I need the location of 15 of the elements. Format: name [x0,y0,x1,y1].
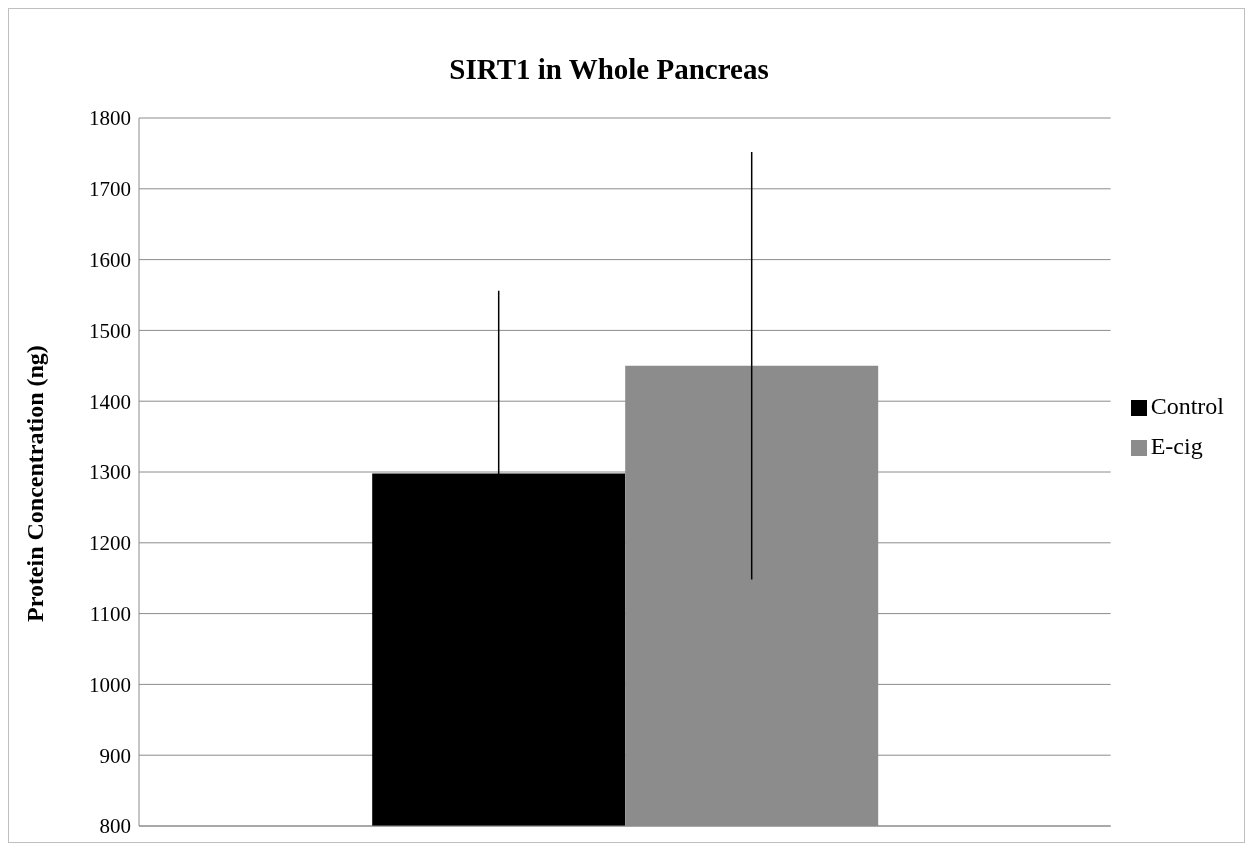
legend-label: Control [1150,392,1224,419]
y-tick-label: 800 [99,814,131,839]
legend-label: E-cig [1150,432,1203,459]
y-tick-label: 1200 [89,531,131,556]
y-tick-label: 1300 [89,460,131,485]
y-tick-label: 1700 [89,177,131,202]
y-tick-label: 1400 [89,389,131,414]
y-tick-label: 1600 [89,248,131,273]
y-tick-label: 1100 [89,602,131,627]
y-axis-title: Protein Concentration (ng) [21,345,48,622]
chart-title: SIRT1 in Whole Pancreas [448,53,770,86]
y-tick-label: 1800 [89,106,131,131]
y-tick-label: 900 [99,743,131,768]
y-tick-label: 1500 [89,318,131,343]
y-tick-label: 1000 [89,672,131,697]
